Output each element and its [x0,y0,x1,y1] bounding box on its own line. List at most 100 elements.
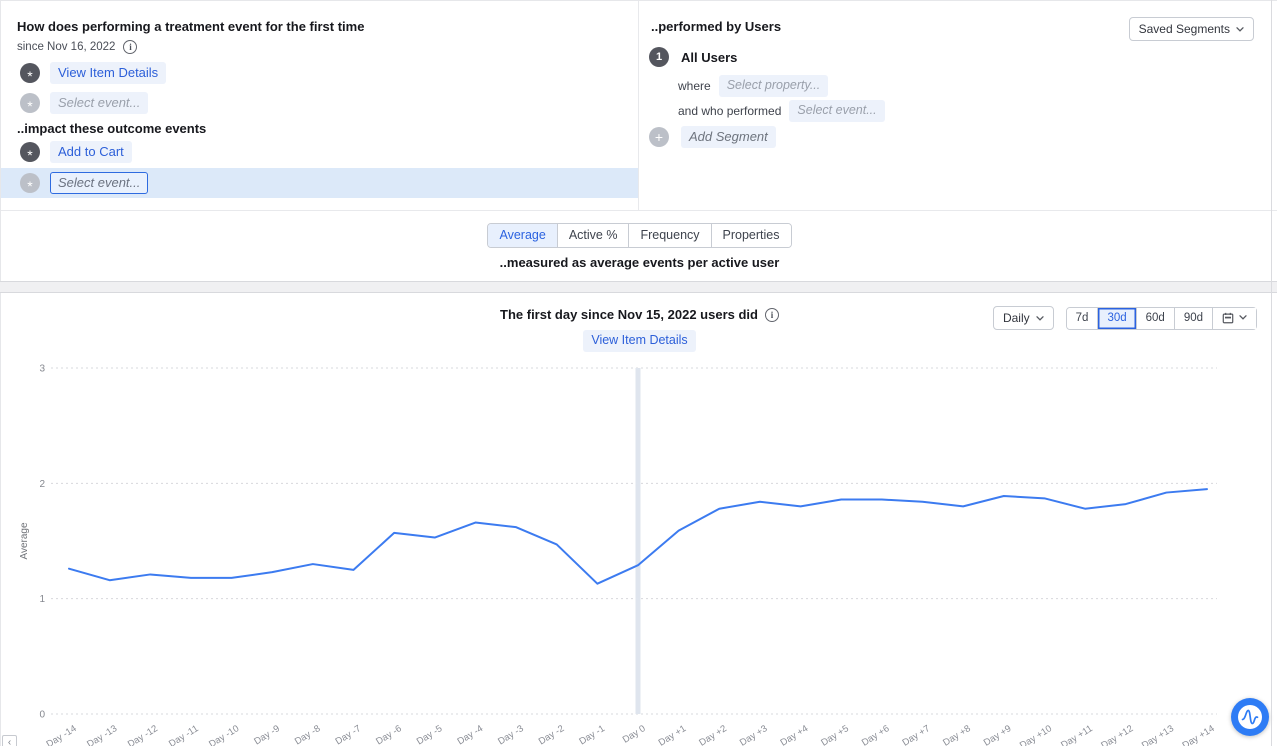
x-tick-label: Day +3 [738,723,770,746]
chart-title: The first day since Nov 15, 2022 users d… [500,307,758,322]
outcome-select-event-row: * Select event... [1,168,638,198]
select-event-button[interactable]: Select event... [789,100,885,122]
tab-frequency[interactable]: Frequency [628,224,711,247]
y-tick-label: 1 [39,594,45,605]
x-tick-label: Day +13 [1140,723,1176,746]
range-30d[interactable]: 30d [1097,307,1136,329]
where-clause-row: where Select property... [678,75,829,97]
outcome-event-button[interactable]: Add to Cart [50,141,132,163]
event-badge-empty-icon: * [20,93,40,113]
query-builder-card: How does performing a treatment event fo… [0,0,1277,281]
event-badge-icon: * [20,142,40,162]
since-date-row: since Nov 16, 2022 i [17,40,138,54]
treatment-event-button[interactable]: View Item Details [50,62,167,84]
chart-card: The first day since Nov 15, 2022 users d… [0,293,1277,746]
y-tick-label: 2 [39,479,45,490]
x-tick-label: Day +4 [779,723,811,746]
treatment-event-row: * View Item Details [20,62,167,84]
date-range-group: 7d 30d 60d 90d [1065,306,1257,330]
treatment-add-event-row: * Select event... [20,92,149,114]
chart-link-row: View Item Details [1,330,1277,352]
previous-page-button[interactable]: ‹ [2,735,17,746]
x-tick-label: Day -7 [334,723,364,746]
x-tick-label: Day +5 [819,723,851,746]
add-segment-row: + Add Segment [649,126,776,148]
x-tick-label: Day -12 [126,723,160,746]
range-7d[interactable]: 7d [1066,307,1098,329]
outcome-select-event-input[interactable]: Select event... [50,172,149,194]
measure-tabs: Average Active % Frequency Properties [1,223,1277,248]
treatment-select-event-button[interactable]: Select event... [50,92,149,114]
range-90d[interactable]: 90d [1173,307,1212,329]
calendar-picker-button[interactable] [1212,307,1256,329]
x-tick-label: Day -2 [537,723,567,746]
treatment-title: How does performing a treatment event fo… [17,19,365,34]
section-separator [0,281,1277,293]
x-tick-label: Day 0 [621,723,648,745]
tab-average[interactable]: Average [488,224,557,247]
tab-properties[interactable]: Properties [710,224,791,247]
plus-icon: + [649,127,669,147]
x-tick-label: Day +11 [1059,723,1094,746]
saved-segments-button[interactable]: Saved Segments [1128,17,1254,41]
x-tick-label: Day -8 [293,723,323,746]
outcome-header: ..impact these outcome events [17,121,207,136]
x-tick-label: Day +8 [941,723,973,746]
calendar-icon [1222,312,1234,323]
x-tick-label: Day -4 [455,723,485,746]
segment-number-badge: 1 [649,47,669,67]
x-tick-label: Day -3 [496,723,526,746]
x-tick-label: Day -13 [85,723,119,746]
view-item-details-link[interactable]: View Item Details [583,330,696,352]
chart-title-row: The first day since Nov 15, 2022 users d… [1,307,1277,322]
x-tick-label: Day -9 [252,723,282,746]
segment-header: ..performed by Users [651,19,782,34]
x-tick-label: Day +10 [1018,723,1054,746]
y-tick-label: 0 [39,710,45,721]
segment-panel: ..performed by Users Saved Segments 1 Al… [638,1,1277,210]
x-tick-label: Day +12 [1099,723,1135,746]
amplitude-fab-button[interactable] [1231,698,1269,736]
segment-row: 1 All Users [649,47,737,67]
outcome-event-row: * Add to Cart [20,141,132,163]
scrollbar-edge [1271,0,1272,746]
x-tick-label: Day -5 [415,723,445,746]
tab-active-pct[interactable]: Active % [556,224,629,247]
horizontal-divider [1,210,1277,211]
performed-label: and who performed [678,104,782,118]
line-chart: 0 1 2 3 Day -14 Day -13 Day -12 Day -11 Day -10 D… [19,364,1217,746]
treatment-panel: How does performing a treatment event fo… [1,1,638,210]
trend-line [68,488,1208,585]
event-badge-empty-icon: * [20,173,40,193]
x-tick-label: Day +7 [901,723,933,746]
x-tick-label: Day +9 [982,723,1014,746]
chevron-down-icon [1236,26,1244,32]
segment-name[interactable]: All Users [681,49,738,65]
x-tick-label: Day +1 [657,723,689,746]
chart-controls: Daily 7d 30d 60d 90d [992,306,1257,330]
chevron-down-icon [1239,315,1247,320]
y-tick-label: 3 [39,364,45,375]
panel-divider [638,1,639,210]
event-badge-icon: * [20,63,40,83]
x-tick-label: Day +6 [860,723,892,746]
x-tick-label: Day +14 [1181,723,1217,746]
info-icon[interactable]: i [764,307,779,322]
x-tick-label: Day -11 [167,723,200,746]
x-tick-label: Day -10 [207,723,241,746]
where-label: where [678,79,711,93]
select-property-button[interactable]: Select property... [718,75,829,97]
interval-dropdown[interactable]: Daily [992,306,1054,330]
performed-clause-row: and who performed Select event... [678,100,885,122]
chevron-down-icon [1035,315,1044,321]
amplitude-logo-icon [1238,705,1262,729]
range-60d[interactable]: 60d [1135,307,1174,329]
measure-caption: ..measured as average events per active … [499,255,780,270]
add-segment-button[interactable]: Add Segment [681,126,776,148]
since-date-label: since Nov 16, 2022 [17,41,116,53]
x-tick-label: Day +2 [697,723,729,746]
day0-band [635,368,641,714]
x-tick-label: Day -6 [374,723,404,746]
info-icon[interactable]: i [123,40,138,54]
x-tick-label: Day -14 [45,723,79,746]
